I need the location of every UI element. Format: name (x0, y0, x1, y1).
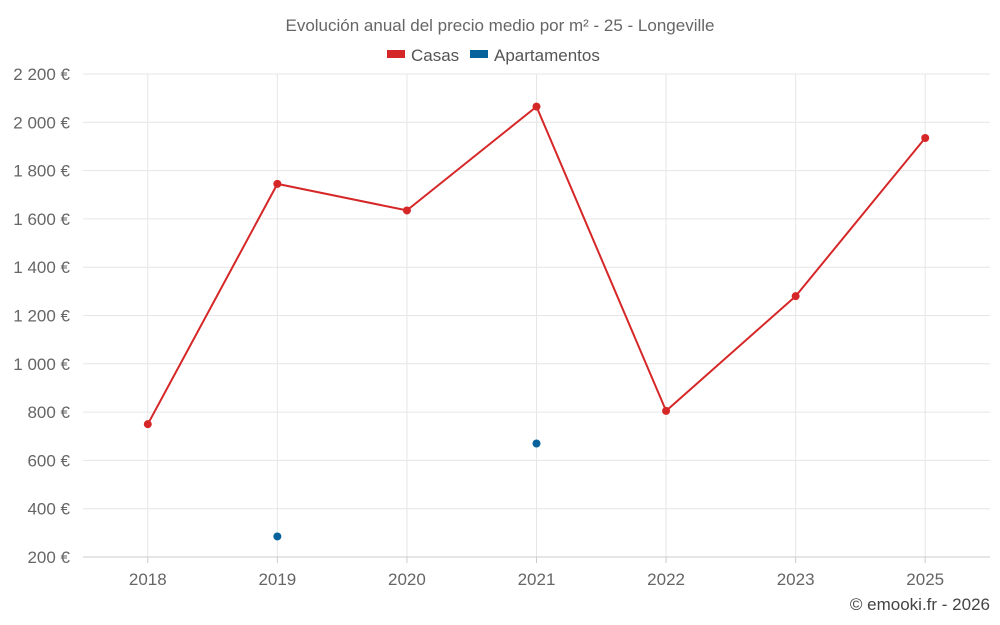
data-point-casas[interactable] (791, 292, 800, 301)
legend-label-casas: Casas (411, 46, 459, 65)
data-point-apartamentos[interactable] (532, 439, 541, 448)
y-tick-label: 400 € (27, 500, 70, 519)
y-tick-label: 1 600 € (13, 210, 70, 229)
y-tick-label: 200 € (27, 548, 70, 567)
x-tick-label: 2023 (777, 570, 815, 589)
legend-item-apartamentos[interactable]: Apartamentos (470, 46, 600, 65)
x-tick-label: 2020 (388, 570, 426, 589)
data-point-casas[interactable] (921, 133, 930, 142)
data-point-casas[interactable] (402, 206, 411, 215)
y-tick-label: 1 000 € (13, 355, 70, 374)
y-tick-label: 800 € (27, 403, 70, 422)
legend-swatch-apartamentos (470, 50, 488, 58)
data-point-casas[interactable] (143, 420, 152, 429)
data-point-casas[interactable] (273, 179, 282, 188)
x-tick-label: 2021 (518, 570, 556, 589)
y-tick-label: 1 400 € (13, 258, 70, 277)
plot-area: 200 € 400 € 600 € 800 € 1 000 € 1 200 € 1 400 … (13, 65, 990, 589)
legend-item-casas[interactable]: Casas (387, 46, 459, 65)
data-point-casas[interactable] (532, 102, 541, 111)
legend-label-apartamentos: Apartamentos (494, 46, 600, 65)
legend-swatch-casas (387, 50, 405, 58)
chart-title: Evolución anual del precio medio por m² … (285, 16, 714, 35)
x-tick-label: 2018 (129, 570, 167, 589)
y-tick-label: 600 € (27, 451, 70, 470)
y-tick-label: 2 200 € (13, 65, 70, 84)
y-tick-label: 1 200 € (13, 307, 70, 326)
x-tick-label: 2025 (906, 570, 944, 589)
y-tick-label: 2 000 € (13, 113, 70, 132)
y-tick-label: 1 800 € (13, 162, 70, 181)
x-tick-label: 2022 (647, 570, 685, 589)
x-tick-label: 2019 (258, 570, 296, 589)
data-point-apartamentos[interactable] (273, 532, 282, 541)
credit: © emooki.fr - 2026 (850, 595, 990, 614)
legend: Casas Apartamentos (387, 46, 600, 65)
data-point-casas[interactable] (662, 406, 671, 415)
